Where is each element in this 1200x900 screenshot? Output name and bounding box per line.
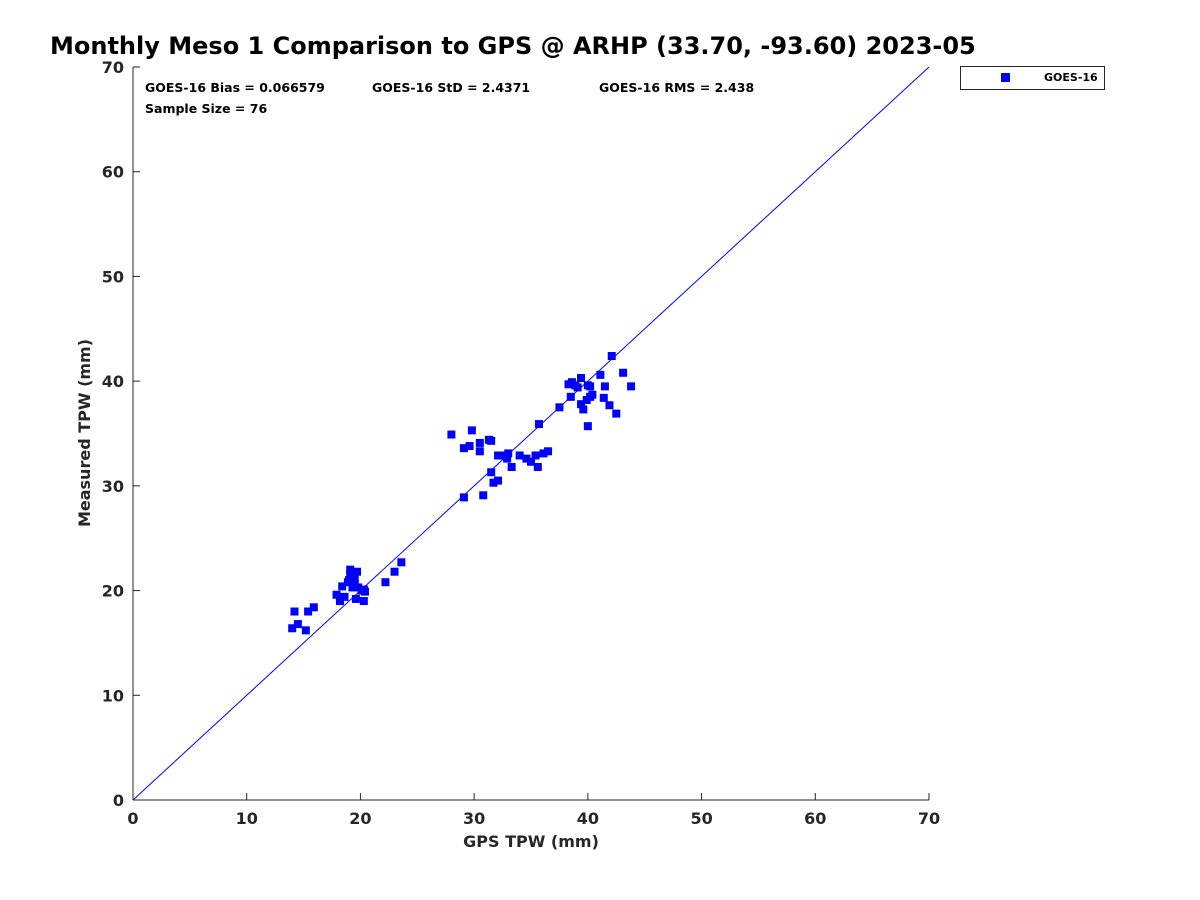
data-point (515, 451, 524, 460)
x-tick-label: 30 (463, 809, 485, 828)
y-tick-label: 60 (102, 163, 124, 182)
data-point (605, 401, 614, 410)
data-point (304, 607, 313, 616)
data-point (544, 447, 553, 456)
data-point (596, 370, 605, 379)
data-point (301, 626, 310, 635)
data-point (612, 409, 621, 418)
rms-stat: GOES-16 RMS = 2.438 (599, 80, 754, 95)
data-point (600, 382, 609, 391)
data-point (577, 374, 586, 383)
y-tick-label: 30 (102, 477, 124, 496)
data-point (494, 451, 503, 460)
data-point (533, 463, 542, 472)
x-tick-label: 50 (690, 809, 712, 828)
one-to-one-line-group (132, 66, 930, 801)
data-point (573, 383, 582, 392)
data-point (346, 565, 355, 574)
data-point (390, 567, 399, 576)
y-axis-ticks: 0 10 20 30 40 50 60 70 (102, 58, 140, 810)
data-point (447, 430, 456, 439)
chart-title: Monthly Meso 1 Comparison to GPS @ ARHP … (50, 32, 976, 60)
data-point (566, 392, 575, 401)
bias-stat: GOES-16 Bias = 0.066579 (145, 80, 325, 95)
data-point (359, 597, 368, 606)
data-point (332, 590, 341, 599)
data-point (579, 405, 588, 414)
legend: GOES-16 (960, 66, 1105, 90)
data-point (360, 587, 369, 596)
data-point (351, 594, 360, 603)
legend-marker-goes16 (1001, 73, 1010, 82)
data-point (504, 449, 513, 458)
y-tick-label: 70 (102, 58, 124, 77)
x-tick-label: 60 (804, 809, 826, 828)
x-tick-label: 10 (236, 809, 258, 828)
data-point (599, 393, 608, 402)
data-point (290, 607, 299, 616)
data-point (487, 436, 496, 445)
data-point (397, 558, 406, 567)
data-point (338, 582, 347, 591)
data-point (494, 476, 503, 485)
data-point (467, 426, 476, 435)
data-point (340, 592, 349, 601)
data-point (577, 400, 586, 409)
y-axis-label: Measured TPW (mm) (75, 339, 94, 527)
y-tick-label: 20 (102, 582, 124, 601)
plot-axes (132, 67, 929, 801)
data-point (522, 454, 531, 463)
data-point (381, 578, 390, 587)
legend-label-goes16: GOES-16 (1044, 71, 1098, 84)
y-tick-label: 0 (113, 791, 124, 810)
x-axis-ticks: 0 10 20 30 40 50 60 70 (127, 793, 940, 828)
y-tick-label: 10 (102, 686, 124, 705)
y-tick-label: 50 (102, 267, 124, 286)
std-stat: GOES-16 StD = 2.4371 (372, 80, 530, 95)
data-point (459, 444, 468, 453)
data-point (588, 390, 597, 399)
data-point (487, 468, 496, 477)
data-point (555, 403, 564, 412)
data-point (539, 449, 548, 458)
stats-block: GOES-16 Bias = 0.066579 GOES-16 StD = 2.… (145, 80, 754, 116)
data-point (459, 493, 468, 502)
data-point (293, 620, 302, 629)
data-point (346, 570, 355, 579)
y-tick-label: 40 (102, 372, 124, 391)
one-to-one-line (132, 66, 930, 801)
legend-box (960, 66, 1105, 90)
data-points (288, 352, 636, 635)
data-point (489, 478, 498, 487)
data-point (309, 603, 318, 612)
data-point (353, 567, 362, 576)
x-tick-label: 70 (918, 809, 940, 828)
data-point (607, 352, 616, 361)
data-point (288, 624, 297, 633)
data-point (479, 491, 488, 500)
x-tick-label: 20 (349, 809, 371, 828)
data-point (475, 447, 484, 456)
data-point (465, 442, 474, 451)
data-point (507, 463, 516, 472)
data-point (534, 420, 543, 429)
x-axis-label: GPS TPW (mm) (463, 832, 599, 851)
sample-size-stat: Sample Size = 76 (145, 101, 267, 116)
data-point (583, 381, 592, 390)
data-point (619, 368, 628, 377)
data-point (475, 438, 484, 447)
data-point (531, 451, 540, 460)
data-point (503, 454, 512, 463)
data-point (527, 457, 535, 466)
data-point (345, 576, 354, 585)
x-tick-label: 0 (127, 809, 138, 828)
data-point (583, 422, 592, 431)
data-point (335, 597, 344, 606)
data-point (627, 382, 636, 391)
data-point (350, 574, 359, 583)
x-tick-label: 40 (577, 809, 599, 828)
